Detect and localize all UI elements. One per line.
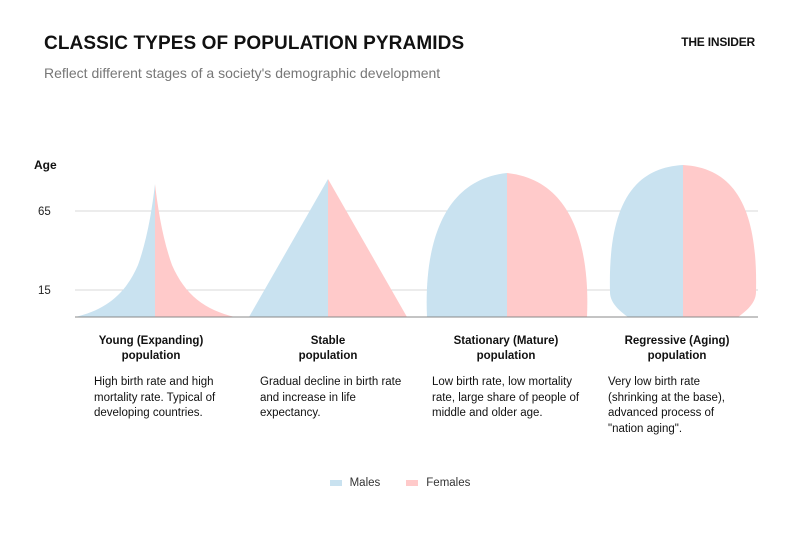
page-title: CLASSIC TYPES OF POPULATION PYRAMIDS — [44, 33, 465, 54]
panel-title-stationary: Stationary (Mature) population — [453, 335, 559, 362]
brand-logo: THE INSIDER — [681, 35, 755, 49]
legend-label-males: Males — [349, 477, 381, 489]
page-subtitle: Reflect different stages of a society's … — [44, 65, 441, 81]
females-area-stationary — [507, 173, 588, 317]
panel-desc-young: High birth rate and high mortality rate.… — [94, 376, 216, 419]
panel-title-regressive: Regressive (Aging) population — [624, 335, 730, 362]
females-area-expanding — [155, 184, 235, 317]
females-area-stable — [328, 179, 407, 317]
y-tick-label-15: 15 — [38, 285, 51, 297]
legend-item-males: Males — [329, 477, 381, 489]
panel-desc-stationary: Low birth rate, low mortality rate, larg… — [432, 376, 580, 419]
females-swatch — [406, 480, 419, 486]
panel-desc-stable: Gradual decline in birth rate and increa… — [260, 376, 402, 419]
males-area-stationary — [426, 173, 507, 317]
males-swatch — [329, 480, 342, 486]
y-tick-label-65: 65 — [38, 206, 51, 218]
population-pyramids-chart: Age 65 15 — [34, 158, 758, 318]
males-area-stable — [249, 179, 328, 317]
legend-label-females: Females — [426, 477, 471, 489]
chart-legend: Males Females — [0, 477, 800, 489]
males-area-regressive — [609, 165, 683, 317]
legend-item-females: Females — [406, 477, 470, 489]
panel-title-stable: Stable population — [298, 335, 358, 362]
panel-desc-regressive: Very low birth rate (shrinking at the ba… — [608, 376, 725, 435]
panel-title-young: Young (Expanding) population — [98, 335, 204, 362]
males-area-expanding — [75, 184, 155, 317]
females-area-regressive — [683, 165, 757, 317]
y-axis-label: Age — [34, 158, 57, 172]
